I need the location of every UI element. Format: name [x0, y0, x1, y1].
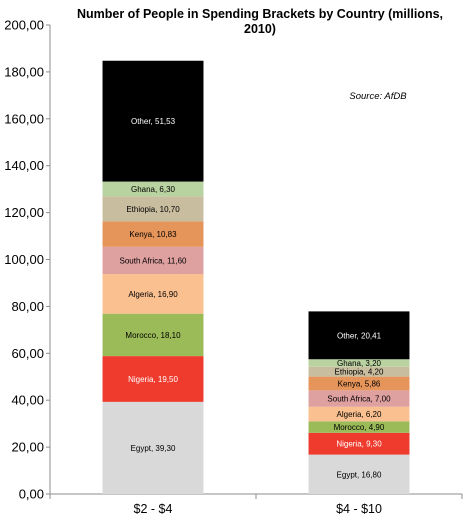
bar-segment-label: South Africa, 11,60: [119, 256, 187, 265]
bar-stack: Egypt, 39,30 Nigeria, 19,50 Morocco, 18,10…: [102, 60, 204, 494]
x-axis: $2 - $4 $4 - $10: [49, 493, 463, 516]
y-tick-label: 140,00: [4, 158, 44, 173]
bar-segment-label: Egypt, 16,80: [337, 470, 382, 479]
y-axis: 0,00 20,00 40,00 60,00 80,00 100,00 120,00 140,…: [4, 18, 51, 502]
y-tick-label: 20,00: [11, 440, 44, 455]
y-tick-label: 100,00: [4, 252, 44, 267]
y-tick-label: 120,00: [4, 205, 44, 220]
y-tick-label: 60,00: [11, 346, 44, 361]
y-tick-label: 40,00: [11, 393, 44, 408]
bar-segment: [308, 366, 410, 377]
bar-segment: [102, 274, 204, 314]
bar-segment-label: Kenya, 10,83: [129, 230, 177, 239]
bar-segment: [102, 196, 204, 222]
x-tick-label: $2 - $4: [134, 502, 173, 516]
bar-segment-label: Kenya, 5,86: [338, 379, 381, 388]
bar-segment-label: Morocco, 18,10: [125, 331, 181, 340]
bar-segment: [102, 313, 204, 357]
bar-segment: [308, 421, 410, 433]
bar-segment: [308, 454, 410, 494]
bar-segment: [308, 376, 410, 391]
x-tick-label: $4 - $10: [336, 502, 382, 516]
chart-title-line-2: 2010): [244, 22, 276, 36]
bar-segment-label: Ghana, 3,20: [337, 359, 382, 368]
bar-segment: [102, 401, 204, 494]
bar-segment: [308, 311, 410, 360]
bar-segment: [102, 221, 204, 247]
y-tick-label: 0,00: [19, 487, 44, 502]
bar-segment-label: Other, 20,41: [337, 331, 382, 340]
y-tick-label: 200,00: [4, 18, 44, 33]
bar-segment: [102, 60, 204, 182]
bar-segment-label: South Africa, 7,00: [327, 395, 391, 404]
bar-segment: [308, 390, 410, 407]
bar-segment: [308, 432, 410, 455]
y-tick-label: 180,00: [4, 64, 44, 79]
bar-segment-label: Algeria, 6,20: [337, 410, 382, 419]
bar-segment: [308, 359, 410, 367]
bar-segment-label: Algeria, 16,90: [128, 290, 178, 299]
chart-title-line-1: Number of People in Spending Brackets by…: [77, 7, 443, 21]
bar-segment: [102, 181, 204, 197]
bar-segment: [102, 246, 204, 275]
bar-segment-label: Ghana, 6,30: [131, 185, 176, 194]
bar-segment-label: Morocco, 4,90: [334, 423, 385, 432]
bar-segment: [102, 356, 204, 402]
bar-stack: Egypt, 16,80 Nigeria, 9,30 Morocco, 4,90 Al…: [308, 311, 410, 494]
bar-segment-label: Nigeria, 9,30: [336, 440, 382, 449]
bars: Egypt, 39,30 Nigeria, 19,50 Morocco, 18,10…: [102, 60, 410, 494]
y-tick-label: 80,00: [11, 299, 44, 314]
bar-segment-label: Other, 51,53: [131, 117, 176, 126]
source-note: Source: AfDB: [349, 91, 407, 102]
bar-segment-label: Egypt, 39,30: [131, 444, 176, 453]
bar-segment: [308, 406, 410, 422]
bar-segment-label: Ethiopia, 4,20: [335, 368, 384, 377]
bar-segment-label: Nigeria, 19,50: [128, 375, 178, 384]
bar-segment-label: Ethiopia, 10,70: [126, 205, 180, 214]
y-tick-label: 160,00: [4, 111, 44, 126]
